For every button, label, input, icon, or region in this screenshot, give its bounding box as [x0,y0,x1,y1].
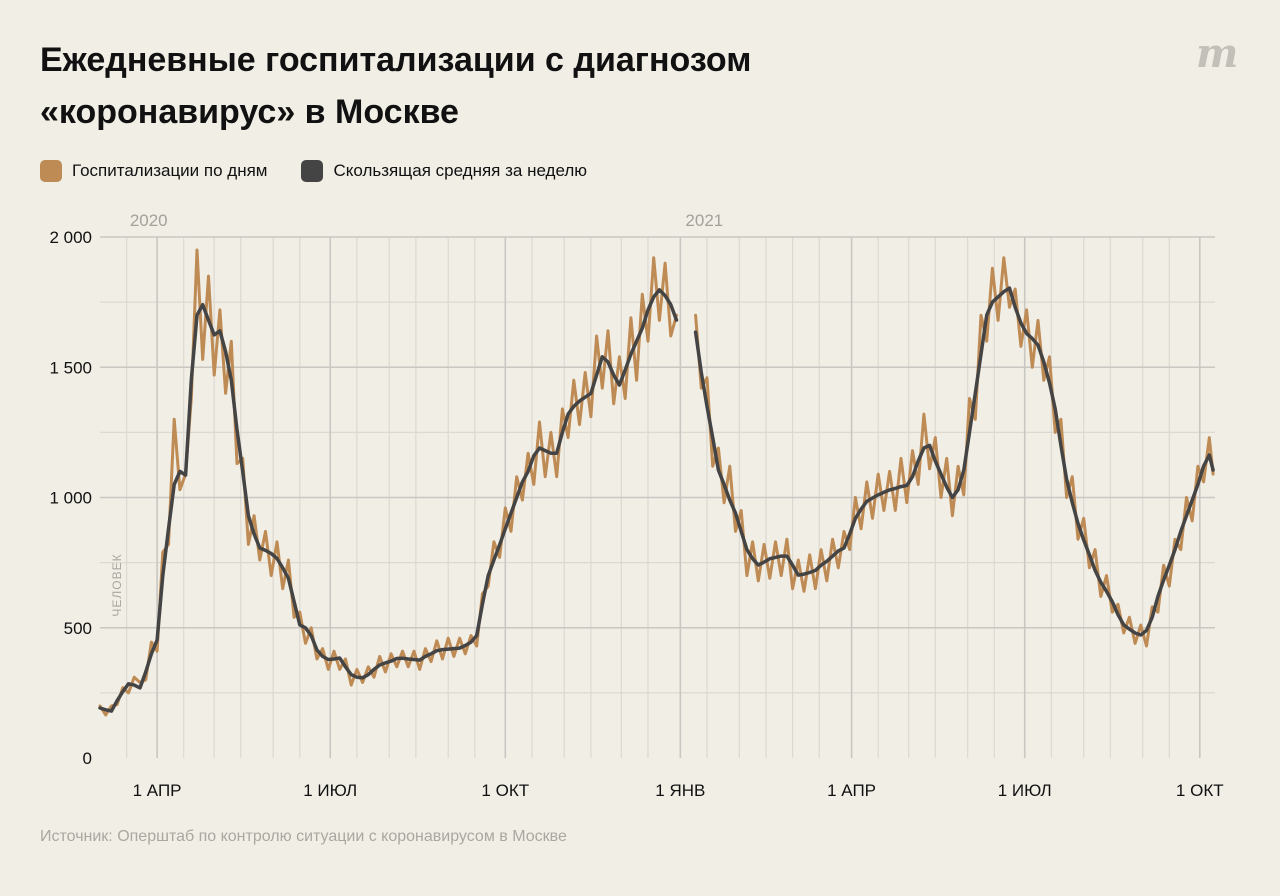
series-line-average [98,288,679,713]
title-line-2: «коронавирус» в Москве [40,93,459,131]
y-tick-label: 2 000 [49,228,92,247]
legend-label-daily: Госпитализации по дням [72,161,268,180]
x-tick-label: 1 ИЮЛ [998,781,1052,800]
legend-swatch-daily [40,160,62,182]
series-line-average [693,286,1215,637]
legend-swatch-average [301,160,324,182]
legend-item-daily: Госпитализации по дням [40,160,267,182]
y-tick-label: 0 [83,749,92,768]
legend: Госпитализации по дням Скользящая средня… [40,160,587,182]
x-tick-label: 1 ЯНВ [655,781,705,800]
year-label: 2021 [685,211,723,230]
year-label: 2020 [130,211,168,230]
title-line-1: Ежедневные госпитализации с диагнозом [40,41,752,79]
series-line-daily [98,248,678,717]
meduza-logo: m [1196,30,1239,77]
x-tick-label: 1 АПР [133,781,182,800]
y-tick-label: 1 500 [49,358,92,377]
legend-label-average: Скользящая средняя за неделю [333,161,588,180]
y-tick-label: 500 [64,619,92,638]
chart-title: Ежедневные госпитализации с диагнозом «ко… [40,34,1040,138]
y-axis-label: ЧЕЛОВЕК [110,553,124,616]
x-tick-label: 1 ОКТ [1176,781,1224,800]
legend-item-average: Скользящая средняя за неделю [301,160,587,182]
x-tick-label: 1 ОКТ [481,781,529,800]
x-tick-label: 1 АПР [827,781,876,800]
y-tick-label: 1 000 [49,489,92,508]
x-tick-label: 1 ИЮЛ [303,781,357,800]
source-note: Источник: Оперштаб по контролю ситуации … [40,828,567,845]
series-line-daily [694,256,1215,648]
